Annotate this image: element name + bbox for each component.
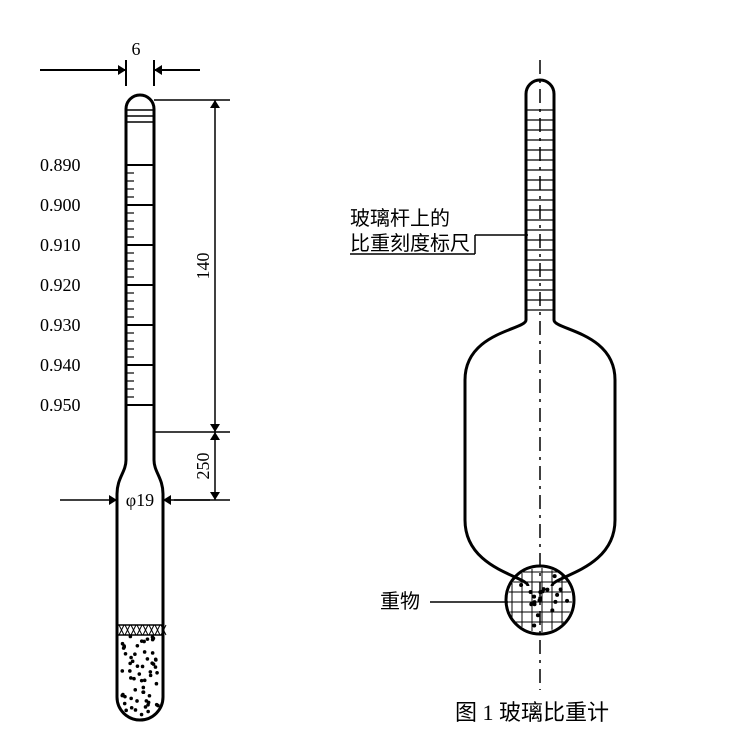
dim-phi19: φ19 (126, 490, 154, 510)
dim-250: 250 (193, 453, 213, 480)
figure-caption: 图 1 玻璃比重计 (455, 700, 609, 725)
diagram-canvas: 6 0.890 0.900 0.910 0.920 0.930 0.940 0.950 140 2… (0, 0, 750, 750)
scale-label: 0.920 (40, 275, 81, 295)
scale-label: 0.890 (40, 155, 81, 175)
ballast-dots (120, 635, 159, 717)
scale-label: 0.910 (40, 235, 81, 255)
dim-6: 6 (132, 39, 141, 59)
dim-140: 140 (193, 253, 213, 280)
scale-label: 0.950 (40, 395, 81, 415)
label-ballast: 重物 (380, 590, 420, 613)
scale-label: 0.900 (40, 195, 81, 215)
label-scale-2: 比重刻度标尺 (350, 232, 470, 255)
scale-label: 0.940 (40, 355, 81, 375)
label-scale-1: 玻璃杆上的 (350, 207, 450, 230)
scale-label: 0.930 (40, 315, 81, 335)
